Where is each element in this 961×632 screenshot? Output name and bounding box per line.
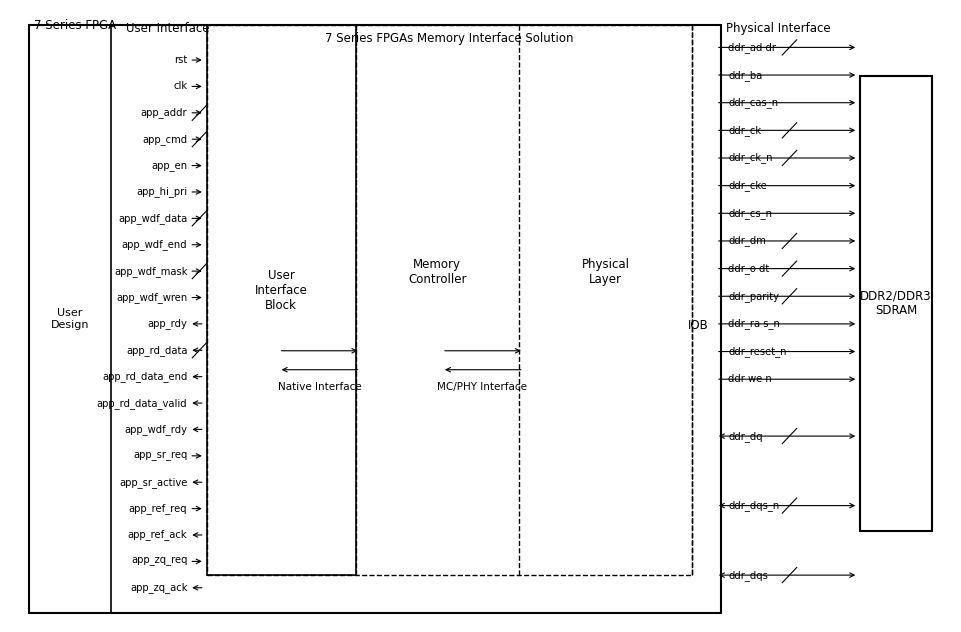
Text: ddr_ad dr: ddr_ad dr (728, 42, 776, 53)
Text: User
Design: User Design (51, 308, 89, 330)
Text: ddr_cke: ddr_cke (728, 180, 767, 191)
Text: app_addr: app_addr (140, 107, 187, 118)
Text: 7 Series FPGA: 7 Series FPGA (34, 19, 115, 32)
Text: rst: rst (174, 55, 187, 65)
Text: ddr_cas_n: ddr_cas_n (728, 97, 778, 108)
Text: ddr we n: ddr we n (728, 374, 773, 384)
Text: app_wdf_mask: app_wdf_mask (114, 265, 187, 277)
Text: User
Interface
Block: User Interface Block (255, 269, 308, 312)
Text: app_sr_active: app_sr_active (119, 477, 187, 488)
Text: app_zq_ack: app_zq_ack (130, 582, 187, 593)
Text: ddr_cs_n: ddr_cs_n (728, 208, 773, 219)
Text: ddr_ra s_n: ddr_ra s_n (728, 319, 780, 329)
Text: Physical Interface: Physical Interface (727, 22, 830, 35)
Text: app_rd_data_end: app_rd_data_end (102, 371, 187, 382)
Text: app_cmd: app_cmd (142, 134, 187, 145)
Text: clk: clk (173, 82, 187, 92)
Text: app_wdf_rdy: app_wdf_rdy (124, 424, 187, 435)
Text: ddr_ba: ddr_ba (728, 70, 763, 80)
Text: Memory
Controller: Memory Controller (408, 258, 466, 286)
Text: ddr_ck_n: ddr_ck_n (728, 152, 773, 164)
Text: ddr_ck: ddr_ck (728, 125, 761, 136)
Text: Physical
Layer: Physical Layer (581, 258, 629, 286)
Text: app_rd_data: app_rd_data (126, 345, 187, 356)
Text: ddr_reset_n: ddr_reset_n (728, 346, 787, 357)
Text: ddr_dqs_n: ddr_dqs_n (728, 500, 779, 511)
Text: ddr_parity: ddr_parity (728, 291, 779, 301)
Text: ddr_o dt: ddr_o dt (728, 263, 770, 274)
Text: ddr_dq: ddr_dq (728, 430, 763, 442)
Text: ddr_dm: ddr_dm (728, 236, 766, 246)
Text: app_zq_req: app_zq_req (131, 556, 187, 566)
Text: IOB: IOB (688, 319, 709, 332)
Text: Native Interface: Native Interface (278, 382, 362, 392)
Text: app_hi_pri: app_hi_pri (136, 186, 187, 197)
Text: app_rd_data_valid: app_rd_data_valid (97, 398, 187, 408)
Text: app_en: app_en (151, 161, 187, 171)
Text: User Interface: User Interface (127, 22, 209, 35)
Text: 7 Series FPGAs Memory Interface Solution: 7 Series FPGAs Memory Interface Solution (325, 32, 574, 45)
Text: app_sr_req: app_sr_req (133, 451, 187, 461)
Text: app_wdf_data: app_wdf_data (118, 213, 187, 224)
Text: app_rdy: app_rdy (148, 319, 187, 329)
Text: ddr_dqs: ddr_dqs (728, 569, 768, 581)
Text: app_ref_req: app_ref_req (129, 503, 187, 514)
Text: app_ref_ack: app_ref_ack (128, 530, 187, 540)
Text: app_wdf_end: app_wdf_end (122, 240, 187, 250)
Text: app_wdf_wren: app_wdf_wren (116, 292, 187, 303)
Text: MC/PHY Interface: MC/PHY Interface (437, 382, 528, 392)
Text: DDR2/DDR3
SDRAM: DDR2/DDR3 SDRAM (860, 289, 932, 317)
